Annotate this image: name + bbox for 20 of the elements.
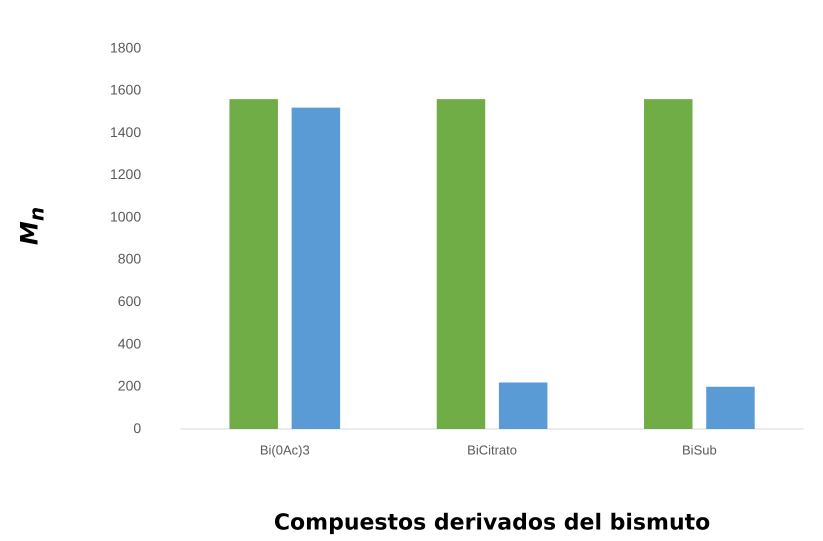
x-axis-title: Compuestos derivados del bismuto (274, 510, 710, 536)
y-tick-label: 800 (118, 250, 142, 267)
x-tick-label: Bi(0Ac)3 (260, 442, 310, 458)
y-tick-label: 600 (118, 292, 142, 309)
y-tick-label: 0 (133, 420, 142, 436)
x-tick-label: BiCitrato (467, 442, 517, 458)
bar (706, 386, 755, 429)
y-tick-label: 1600 (110, 82, 142, 98)
bar (229, 99, 278, 429)
y-tick-label: 1000 (110, 208, 142, 224)
y-tick-label: 1200 (110, 166, 142, 182)
y-tick-label: 400 (118, 335, 142, 352)
y-tick-label: 1400 (110, 124, 142, 140)
bar (436, 99, 486, 429)
y-tick-label: 200 (118, 378, 142, 394)
bar (498, 382, 548, 429)
y-tick-label: 1800 (110, 39, 142, 56)
bar (644, 99, 693, 429)
x-tick-label: BiSub (682, 442, 717, 458)
bar (292, 108, 340, 429)
